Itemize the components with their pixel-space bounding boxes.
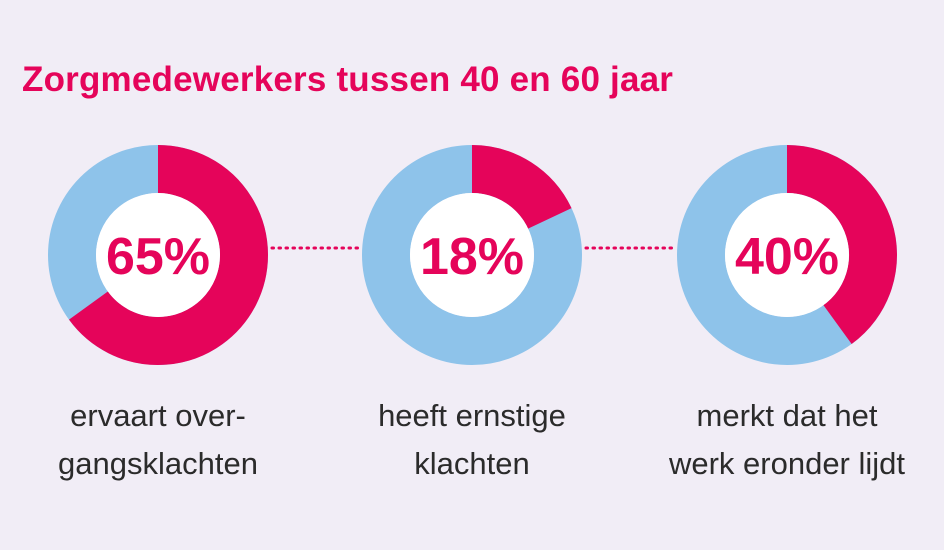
donut-1-center (96, 193, 220, 317)
donut-1: 65% (48, 145, 268, 365)
donut-2-value-label: 18% (420, 228, 524, 286)
caption-2-line-1: heeft ernstige (378, 398, 566, 433)
caption-1: ervaart over- gangsklachten (8, 392, 308, 488)
donut-1-value-label: 65% (106, 228, 210, 286)
donut-3-value-label: 40% (735, 228, 839, 286)
donut-3: 40% (677, 145, 897, 365)
caption-1-line-2: gangsklachten (58, 446, 258, 481)
caption-2-line-2: klachten (414, 446, 530, 481)
caption-3-line-1: merkt dat het (696, 398, 878, 433)
caption-3-line-2: werk eronder lijdt (668, 446, 906, 481)
caption-2: heeft ernstige klachten (322, 392, 622, 488)
caption-1-line-1: ervaart over- (70, 398, 246, 433)
donut-3-value-slice (786, 145, 897, 344)
chart-title: Zorgmedewerkers tussen 40 en 60 jaar (22, 60, 674, 99)
donut-2-center (410, 193, 534, 317)
caption-3: merkt dat het werk eronder lijdt (637, 392, 937, 488)
donut-1-value-slice (69, 145, 268, 365)
donut-3-center (725, 193, 849, 317)
donut-2: 18% (362, 145, 582, 365)
donut-2-value-slice (471, 145, 572, 230)
